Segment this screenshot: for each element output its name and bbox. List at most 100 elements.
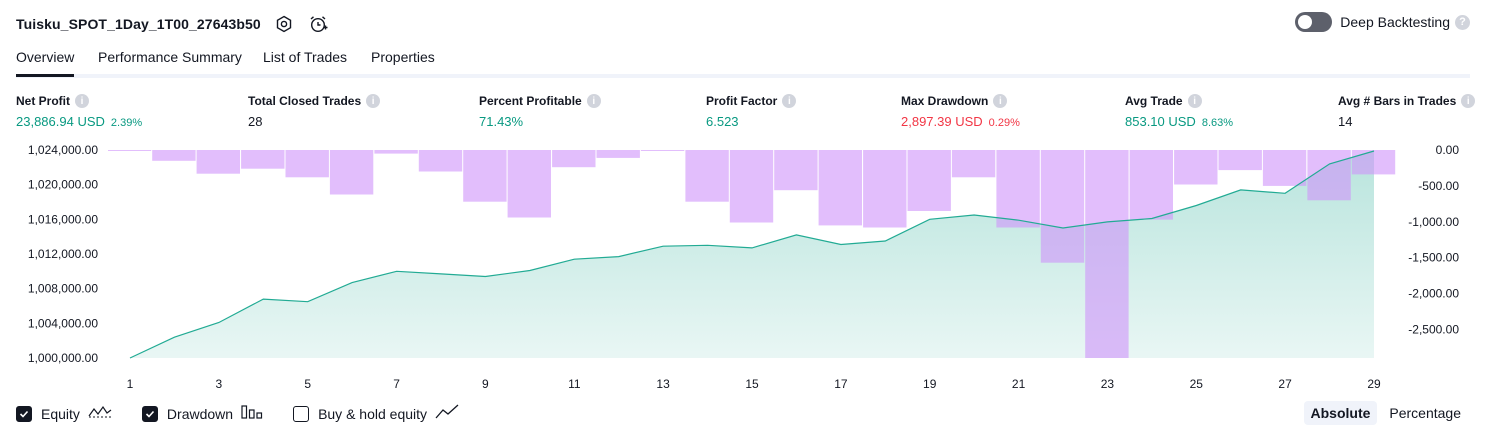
metric-value: 23,886.94 USD 2.39% [16, 114, 142, 129]
metric-label: Avg # Bars in Trades i [1338, 94, 1476, 108]
metric-label: Total Closed Trades i [248, 94, 381, 108]
drawdown-bar [152, 150, 196, 161]
drawdown-bar [374, 150, 418, 154]
metric-value-text: 23,886.94 USD [16, 114, 105, 129]
view-mode-switch: Absolute Percentage [1299, 401, 1469, 425]
left-axis-tick-label: 1,020,000.00 [28, 178, 98, 192]
metric-max-drawdown: Max Drawdown i 2,897.39 USD 0.29% [901, 94, 1020, 129]
tab-overview[interactable]: Overview [16, 49, 75, 77]
equity-drawdown-chart[interactable]: 1,000,000.00 1,004,000.00 1,008,000.00 1,01… [0, 138, 1486, 398]
metric-percent-profitable: Percent Profitable i 71.43% [479, 94, 601, 129]
toggle-knob [1298, 15, 1313, 29]
x-axis-tick-label: 7 [393, 377, 400, 391]
metric-label-text: Avg Trade [1125, 94, 1183, 108]
chart-legend: Equity Drawdown Buy & hold equity [16, 404, 489, 423]
strategy-header: Tuisku_SPOT_1Day_1T00_27643b50 [16, 11, 329, 37]
metric-avg-trade: Avg Trade i 853.10 USD 8.63% [1125, 94, 1233, 129]
metric-percent: 2.39% [110, 117, 143, 129]
drawdown-bar [774, 150, 818, 191]
x-axis-tick-label: 23 [1101, 377, 1115, 391]
drawdown-bar [463, 150, 507, 202]
drawdown-bar [108, 150, 152, 151]
metric-label-text: Max Drawdown [901, 94, 989, 108]
info-icon[interactable]: i [366, 94, 381, 108]
metric-value: 28 [248, 114, 380, 129]
metric-value: 6.523 [706, 114, 796, 129]
drawdown-bar [596, 150, 640, 158]
tab-properties[interactable]: Properties [371, 49, 435, 65]
x-axis-tick-label: 29 [1367, 377, 1381, 391]
info-icon[interactable]: i [586, 94, 601, 108]
drawdown-bar [418, 150, 463, 172]
x-axis-tick-label: 13 [656, 377, 670, 391]
legend-equity[interactable]: Equity [16, 404, 112, 423]
left-axis-tick-label: 1,016,000.00 [28, 212, 98, 226]
x-axis-tick-label: 5 [304, 377, 311, 391]
left-axis-tick-label: 1,008,000.00 [28, 282, 98, 296]
tab-performance-summary[interactable]: Performance Summary [98, 49, 242, 65]
metric-label: Net Profit i [16, 94, 142, 108]
legend-buy-hold-equity[interactable]: Buy & hold equity [293, 404, 459, 423]
drawdown-bar [1307, 150, 1351, 201]
drawdown-bar [729, 150, 774, 223]
info-icon[interactable]: i [993, 94, 1008, 108]
metric-value: 2,897.39 USD 0.29% [901, 114, 1020, 129]
tab-bar: Overview Performance Summary List of Tra… [16, 44, 1470, 78]
metric-avg-bars-in-trades: Avg # Bars in Trades i 14 [1338, 94, 1476, 129]
metric-value-text: 6.523 [706, 114, 739, 129]
metric-net-profit: Net Profit i 23,886.94 USD 2.39% [16, 94, 142, 129]
info-icon[interactable]: i [1187, 94, 1202, 108]
equity-area [130, 151, 1374, 358]
equity-line [129, 150, 1375, 359]
metric-label-text: Net Profit [16, 94, 70, 108]
drawdown-bar [1174, 150, 1218, 185]
left-axis-tick-label: 1,000,000.00 [28, 351, 98, 365]
checkbox-checked-icon[interactable] [16, 405, 32, 422]
absolute-button[interactable]: Absolute [1303, 401, 1378, 425]
strategy-name: Tuisku_SPOT_1Day_1T00_27643b50 [16, 16, 261, 32]
metric-percent: 8.63% [1201, 117, 1234, 129]
metric-label: Percent Profitable i [479, 94, 601, 108]
x-axis-tick-label: 9 [482, 377, 489, 391]
drawdown-bar [685, 150, 729, 202]
alarm-clock-plus-icon[interactable] [307, 13, 329, 35]
tab-list-of-trades[interactable]: List of Trades [263, 49, 348, 65]
info-icon[interactable]: i [75, 94, 89, 108]
drawdown-bar [1085, 150, 1129, 358]
metric-label-text: Profit Factor [706, 94, 778, 108]
drawdown-bar [1129, 150, 1173, 220]
equity-line-icon [88, 404, 112, 423]
drawdown-bar [1218, 150, 1262, 171]
drawdown-bar [951, 150, 996, 178]
x-axis-tick-label: 1 [127, 377, 134, 391]
drawdown-bar [996, 150, 1040, 228]
checkbox-unchecked-icon[interactable] [293, 405, 310, 422]
drawdown-bar [1040, 150, 1085, 263]
legend-drawdown[interactable]: Drawdown [141, 404, 263, 423]
info-icon[interactable]: i [1461, 94, 1476, 108]
gear-icon[interactable] [273, 13, 295, 35]
drawdown-bars-icon [241, 404, 263, 423]
checkbox-checked-icon[interactable] [141, 405, 158, 422]
question-mark-icon[interactable]: ? [1455, 14, 1470, 30]
trend-line-icon [435, 404, 459, 423]
legend-label: Drawdown [166, 405, 234, 422]
metric-label-text: Avg # Bars in Trades [1338, 94, 1457, 108]
drawdown-bar [285, 150, 329, 178]
metric-value-text: 2,897.39 USD [901, 114, 983, 129]
right-axis-tick-label: -500.00 [1418, 179, 1459, 193]
legend-label: Buy & hold equity [318, 405, 428, 422]
drawdown-bar [552, 150, 596, 168]
deep-backtesting-toggle[interactable] [1295, 12, 1333, 32]
drawdown-bar [640, 150, 685, 151]
x-axis-tick-label: 11 [568, 377, 581, 391]
left-axis-tick-label: 1,024,000.00 [28, 143, 98, 157]
percentage-button[interactable]: Percentage [1389, 405, 1461, 421]
drawdown-bar [329, 150, 374, 195]
metric-value-text: 28 [248, 114, 263, 129]
drawdown-bar [818, 150, 862, 226]
left-axis-tick-label: 1,012,000.00 [28, 247, 98, 261]
deep-backtesting: Deep Backtesting ? [1295, 12, 1470, 32]
info-icon[interactable]: i [782, 94, 797, 108]
metric-percent: 0.29% [988, 117, 1020, 129]
